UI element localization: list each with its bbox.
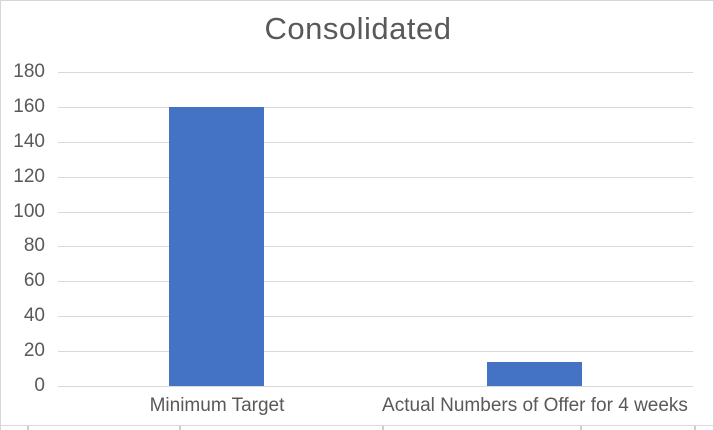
y-tick-label: 20 xyxy=(23,340,45,362)
y-tick-label: 100 xyxy=(13,200,45,222)
gridline xyxy=(58,72,693,73)
y-tick-label: 0 xyxy=(34,375,45,396)
bar-minimum-target[interactable] xyxy=(169,107,264,386)
gridline xyxy=(58,316,693,318)
y-tick-label: 80 xyxy=(23,235,45,257)
gridline xyxy=(58,351,693,353)
gridline xyxy=(58,281,693,283)
y-tick-label: 40 xyxy=(23,305,45,327)
chart-title: Consolidated xyxy=(264,11,452,46)
y-tick-label: 60 xyxy=(23,270,45,292)
gridline xyxy=(58,246,693,248)
plot-area xyxy=(58,72,693,387)
chart-bottom-border xyxy=(1,425,713,426)
y-tick-label: 180 xyxy=(13,61,45,82)
x-category-label: Minimum Target xyxy=(149,395,285,416)
gridline xyxy=(58,106,693,108)
y-tick-label: 120 xyxy=(13,165,45,187)
cropped-tick-mark xyxy=(382,426,384,430)
gridline xyxy=(58,386,693,387)
y-tick-label: 160 xyxy=(13,95,45,117)
cropped-tick-mark xyxy=(694,426,696,430)
x-category-label: Actual Numbers of Offer for 4 weeks xyxy=(382,395,688,416)
cropped-tick-mark xyxy=(580,426,582,430)
gridline xyxy=(58,211,693,213)
cropped-tick-mark xyxy=(179,426,181,430)
cropped-tick-mark xyxy=(27,426,29,430)
bar-actual-numbers-of-offer-for-4-weeks[interactable] xyxy=(487,362,582,386)
y-tick-label: 140 xyxy=(13,130,45,152)
gridline xyxy=(58,176,693,178)
gridline xyxy=(58,141,693,143)
